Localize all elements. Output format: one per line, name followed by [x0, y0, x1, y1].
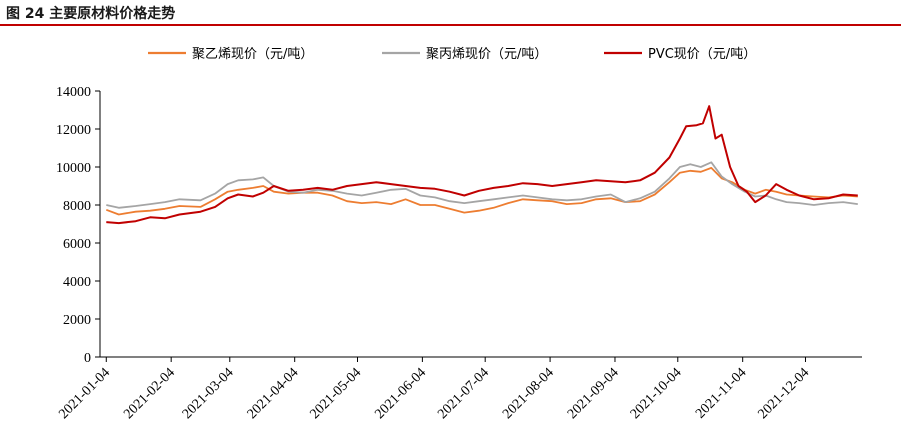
- x-tick-label: 2021-08-04: [500, 365, 557, 422]
- x-tick-label: 2021-12-04: [756, 365, 813, 422]
- figure-title: 图 24 主要原材料价格走势: [6, 6, 176, 22]
- y-tick-label: 6000: [63, 237, 91, 252]
- legend-label-3: PVC现价（元/吨）: [648, 47, 756, 62]
- y-tick-label: 10000: [56, 161, 91, 176]
- legend-label-1: 聚乙烯现价（元/吨）: [192, 47, 313, 62]
- x-tick-label: 2021-03-04: [180, 365, 237, 422]
- series-line-2: [106, 161, 858, 209]
- legend-label-2: 聚丙烯现价（元/吨）: [426, 47, 547, 62]
- x-tick-label: 2021-01-04: [56, 365, 113, 422]
- y-tick-label: 14000: [56, 85, 91, 100]
- x-tick-label: 2021-05-04: [308, 365, 365, 422]
- title-rule: [0, 24, 901, 26]
- y-tick-label: 8000: [63, 199, 91, 214]
- y-tick-label: 12000: [56, 123, 91, 138]
- series-line-3: [106, 105, 858, 225]
- x-tick-label: 2021-10-04: [628, 365, 685, 422]
- x-tick-label: 2021-11-04: [693, 365, 749, 421]
- y-tick-label: 0: [84, 351, 91, 366]
- x-tick-label: 2021-04-04: [245, 365, 302, 422]
- y-tick-label: 2000: [63, 313, 91, 328]
- y-tick-label: 4000: [63, 275, 91, 290]
- x-tick-label: 2021-09-04: [565, 365, 622, 422]
- x-tick-label: 2021-06-04: [372, 365, 429, 422]
- x-tick-label: 2021-02-04: [121, 365, 178, 422]
- x-tick-label: 2021-07-04: [435, 365, 492, 422]
